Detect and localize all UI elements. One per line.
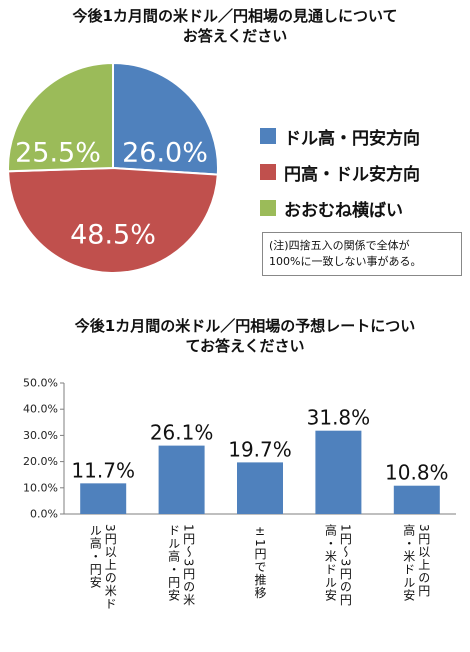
pie-chart-title: 今後1カ月間の米ドル／円相場の見通しについて お答えください: [0, 6, 470, 46]
legend-item: 円高・ドル安方向: [260, 154, 420, 190]
y-tick-label: 40.0%: [23, 403, 58, 416]
pie-title-line-1: 今後1カ月間の米ドル／円相場の見通しについて: [72, 7, 398, 25]
pie-slice-3: [7, 61, 114, 173]
bar: [80, 483, 127, 514]
pie-title-line-2: お答えください: [182, 27, 288, 45]
bar-chart-title: 今後1カ月間の米ドル／円相場の予想レートについ てお答えください: [40, 316, 450, 356]
pie-slice-2: [7, 166, 219, 274]
legend-label: おおむね横ばい: [284, 200, 403, 221]
x-tick-label: 1円～3円の円 高・米ドル安: [323, 524, 353, 607]
note-line-1: (注)四捨五入の関係で全体が: [269, 239, 410, 252]
bar-data-label: 11.7%: [71, 458, 135, 482]
note-line-2: 100%に一致しない事がある。: [269, 255, 422, 268]
y-tick-label: 0.0%: [30, 508, 58, 521]
y-tick-label: 10.0%: [23, 481, 58, 494]
pie-data-label: 25.5%: [15, 138, 101, 169]
pie-data-label: 48.5%: [70, 220, 156, 251]
bar: [158, 445, 205, 514]
pie-legend: ドル高・円安方向 円高・ドル安方向 おおむね横ばい: [260, 118, 420, 226]
legend-swatch: [260, 200, 276, 216]
pie-data-label: 26.0%: [122, 138, 208, 169]
legend-swatch: [260, 164, 276, 180]
bar-data-label: 31.8%: [307, 406, 371, 430]
legend-label: ドル高・円安方向: [284, 128, 420, 149]
legend-swatch: [260, 128, 276, 144]
bar: [393, 485, 440, 514]
legend-label: 円高・ドル安方向: [284, 164, 420, 185]
y-tick-label: 50.0%: [23, 377, 58, 390]
x-tick-label: ±1円で推移: [253, 524, 267, 600]
pie-slice-1: [112, 61, 219, 176]
bar-title-line-2: てお答えください: [185, 337, 305, 355]
bar-title-line-1: 今後1カ月間の米ドル／円相場の予想レートについ: [74, 317, 416, 335]
bar: [315, 430, 362, 514]
rounding-note: (注)四捨五入の関係で全体が 100%に一致しない事がある。: [262, 232, 462, 276]
bar-data-label: 19.7%: [228, 437, 292, 461]
legend-item: おおむね横ばい: [260, 190, 420, 226]
bar: [237, 462, 283, 514]
y-tick-label: 20.0%: [23, 455, 58, 468]
x-tick-label: 3円以上の米ド ル高・円安: [88, 524, 118, 611]
x-tick-label: 1円～3円の米 ドル高・円安: [166, 524, 196, 607]
y-tick-label: 30.0%: [23, 429, 58, 442]
legend-item: ドル高・円安方向: [260, 118, 420, 154]
bar-data-label: 26.1%: [150, 421, 214, 445]
x-tick-label: 3円以上の円 高・米ドル安: [401, 524, 431, 602]
bar-data-label: 10.8%: [385, 461, 449, 485]
